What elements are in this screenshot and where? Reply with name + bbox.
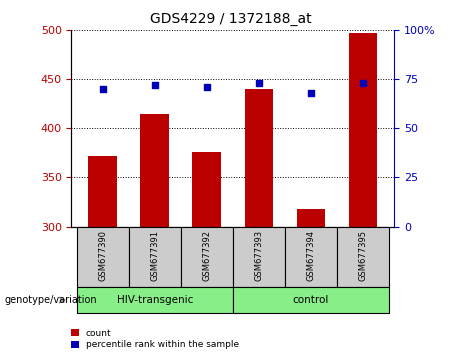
Bar — [233, 227, 285, 287]
Bar — [244, 89, 273, 227]
Bar — [296, 209, 325, 227]
Point — [99, 86, 106, 92]
Bar — [89, 156, 117, 227]
Bar — [337, 227, 389, 287]
Text: GSM677392: GSM677392 — [202, 230, 211, 281]
Bar — [77, 287, 233, 313]
Text: genotype/variation: genotype/variation — [5, 295, 97, 305]
Text: GSM677390: GSM677390 — [98, 230, 107, 281]
Text: GSM677394: GSM677394 — [307, 230, 315, 281]
Text: GDS4229 / 1372188_at: GDS4229 / 1372188_at — [150, 12, 311, 27]
Point — [151, 82, 159, 88]
Bar — [349, 33, 377, 227]
Point — [359, 80, 366, 86]
Text: control: control — [293, 295, 329, 305]
Text: GSM677395: GSM677395 — [358, 230, 367, 281]
Bar — [141, 114, 169, 227]
Bar — [129, 227, 181, 287]
Bar — [193, 152, 221, 227]
Text: GSM677393: GSM677393 — [254, 230, 263, 281]
Point — [307, 90, 314, 96]
Bar — [181, 227, 233, 287]
Bar — [233, 287, 389, 313]
Bar — [285, 227, 337, 287]
Text: GSM677391: GSM677391 — [150, 230, 159, 281]
Text: HIV-transgenic: HIV-transgenic — [117, 295, 193, 305]
Point — [203, 84, 211, 90]
Bar — [77, 227, 129, 287]
Point — [255, 80, 262, 86]
Legend: count, percentile rank within the sample: count, percentile rank within the sample — [71, 329, 239, 349]
